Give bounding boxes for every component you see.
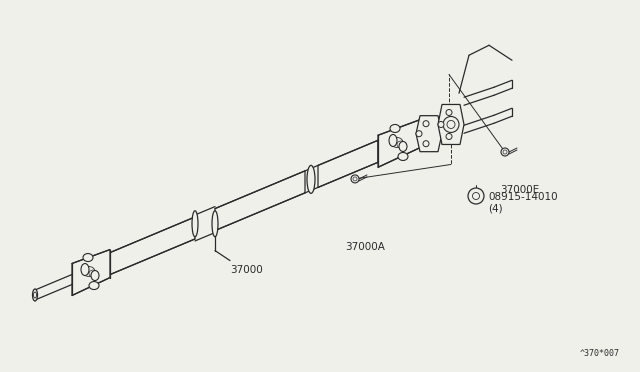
Text: 08915-14010: 08915-14010	[488, 192, 557, 202]
Circle shape	[423, 121, 429, 127]
Polygon shape	[438, 105, 464, 144]
Ellipse shape	[390, 125, 400, 132]
Circle shape	[501, 148, 509, 156]
Polygon shape	[72, 250, 110, 295]
Circle shape	[351, 175, 359, 183]
Ellipse shape	[83, 254, 93, 262]
Text: ^370*007: ^370*007	[580, 349, 620, 358]
Circle shape	[353, 177, 357, 181]
Text: (4): (4)	[488, 203, 502, 213]
Ellipse shape	[398, 153, 408, 160]
Ellipse shape	[399, 141, 407, 151]
Polygon shape	[215, 171, 305, 231]
Ellipse shape	[89, 270, 97, 277]
Ellipse shape	[91, 270, 99, 280]
Circle shape	[468, 188, 484, 204]
Ellipse shape	[192, 211, 198, 237]
Text: 37000A: 37000A	[345, 242, 385, 252]
Ellipse shape	[83, 266, 95, 276]
Circle shape	[416, 131, 422, 137]
Circle shape	[443, 116, 459, 132]
Ellipse shape	[33, 292, 36, 298]
Polygon shape	[416, 116, 442, 152]
Ellipse shape	[391, 138, 403, 147]
Ellipse shape	[307, 166, 315, 193]
Polygon shape	[318, 140, 378, 187]
Ellipse shape	[33, 289, 38, 301]
Circle shape	[447, 121, 455, 128]
Circle shape	[446, 109, 452, 115]
Text: 37000E: 37000E	[500, 185, 540, 195]
Ellipse shape	[389, 135, 397, 147]
Polygon shape	[110, 217, 195, 275]
Polygon shape	[378, 120, 420, 167]
Circle shape	[438, 122, 444, 128]
Ellipse shape	[81, 263, 89, 276]
Ellipse shape	[89, 282, 99, 289]
Ellipse shape	[397, 141, 405, 148]
Circle shape	[446, 134, 452, 140]
Circle shape	[423, 141, 429, 147]
Ellipse shape	[212, 211, 218, 237]
Circle shape	[472, 192, 479, 199]
Text: 37000: 37000	[230, 264, 263, 275]
Circle shape	[503, 150, 507, 154]
